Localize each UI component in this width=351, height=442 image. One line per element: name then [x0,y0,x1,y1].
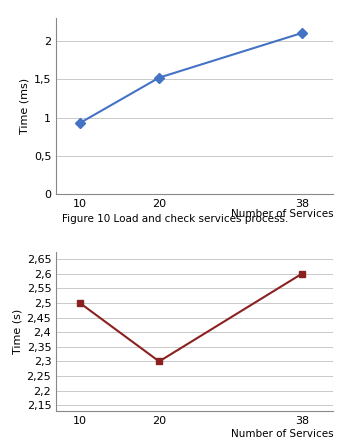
Text: Figure 10 Load and check services process.: Figure 10 Load and check services proces… [62,214,289,225]
Text: Number of Services: Number of Services [231,209,333,219]
Text: Number of Services: Number of Services [231,429,333,438]
Y-axis label: Time (s): Time (s) [12,309,22,354]
Y-axis label: Time (ms): Time (ms) [20,78,29,134]
